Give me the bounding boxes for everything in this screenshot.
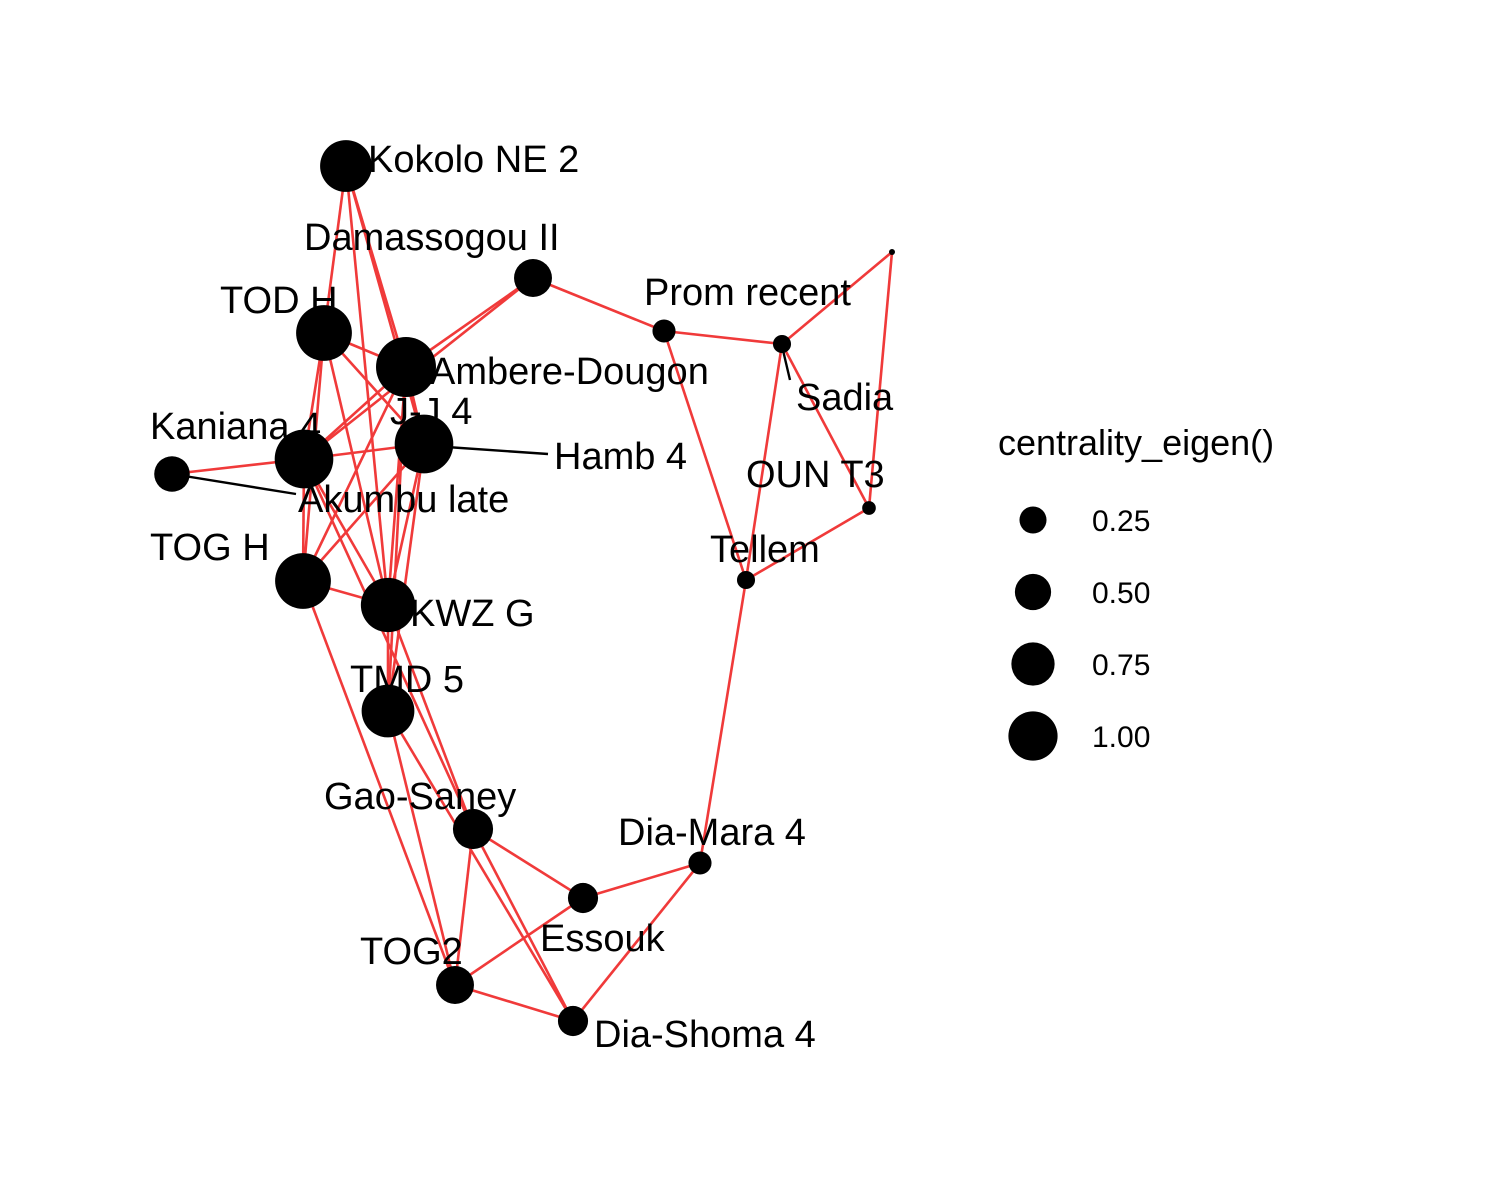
edge-tog2-diashoma [454, 983, 574, 1023]
legend-label-3: 1.00 [1092, 721, 1150, 754]
node-label-kwzg: KWZ G [410, 593, 535, 635]
node-jj4 [394, 414, 454, 474]
node-label-ount3: OUN T3 [746, 454, 885, 496]
node-label-todh: TOD H [220, 280, 338, 322]
legend-key-0 [1019, 506, 1047, 534]
legend-label-0: 0.25 [1092, 505, 1150, 538]
node-label-ambere: Ambere-Dougon [430, 351, 709, 393]
node-sadia [772, 334, 792, 354]
node-label-kokolo: Kokolo NE 2 [368, 139, 579, 181]
node-diashoma [557, 1005, 589, 1037]
edge-togh-tog2 [301, 580, 457, 986]
edge-tellem-promrecent [662, 330, 748, 581]
leader-line-akumbu [171, 472, 297, 496]
legend-key-3 [1008, 711, 1058, 761]
legend-title: centrality_eigen() [998, 422, 1274, 463]
node-layer [154, 140, 895, 1037]
edge-gaosaney-essouk [472, 827, 584, 900]
node-kaniana [274, 429, 334, 489]
node-label-tellem: Tellem [710, 529, 820, 571]
edge-tellem-ount3 [745, 506, 870, 582]
node-label-diashoma: Dia-Shoma 4 [594, 1014, 816, 1056]
edge-kwzg-gaosaney [386, 604, 475, 830]
node-label-tmd5: TMD 5 [350, 659, 464, 701]
edge-sadia-ount3 [780, 343, 871, 509]
edge-kokolo-kwzg [344, 165, 390, 606]
node-damassogou [514, 259, 552, 297]
edge-gaosaney-diashoma [471, 828, 575, 1022]
node-label-sadia: Sadia [796, 377, 894, 419]
legend: centrality_eigen() 0.25 0.50 0.75 1.00 [998, 422, 1274, 761]
edge-kokolo-jj4 [344, 165, 426, 445]
node-label-diamara: Dia-Mara 4 [618, 812, 806, 854]
edge-jj4-togh [302, 443, 425, 582]
edge-tellem-sadia [744, 343, 784, 581]
legend-label-2: 0.75 [1092, 649, 1150, 682]
node-gaosaney [452, 808, 494, 850]
edge-jj4-tmd5 [386, 443, 426, 712]
edge-ambere-togh [301, 366, 408, 582]
node-tog2 [436, 966, 474, 1004]
node-label-akumbu: Akumbu late [298, 479, 509, 521]
edge-damassogou-promrecent [532, 276, 665, 333]
node-label-essouk: Essouk [540, 918, 666, 960]
node-todh [296, 305, 352, 361]
edge-tog2-essouk [454, 896, 584, 987]
node-ount3 [862, 501, 876, 515]
node-label-togh: TOG H [150, 527, 270, 569]
edge-diamara-tellem [698, 579, 748, 864]
node-kokolo [320, 140, 372, 192]
node-label-jj4: J-J 4 [390, 391, 472, 433]
edge-ount3-unnamed [867, 251, 894, 509]
edge-tmd5-diashoma [386, 710, 575, 1022]
edge-promrecent-sadia [663, 329, 783, 346]
legend-key-2 [1011, 642, 1055, 686]
node-label-kaniana: Kaniana 4 [150, 406, 321, 448]
node-promrecent [652, 319, 676, 343]
node-diamara [688, 851, 712, 875]
node-tmd5 [361, 684, 415, 738]
legend-label-1: 0.50 [1092, 577, 1150, 610]
node-unnamed [889, 249, 895, 255]
edge-sadia-unnamed [781, 251, 893, 345]
node-ambere [376, 337, 436, 397]
node-label-hamb4: Hamb 4 [554, 436, 687, 478]
edge-essouk-diamara [582, 861, 701, 900]
node-label-gaosaney: Gao-Saney [324, 776, 516, 818]
node-essouk [567, 882, 599, 914]
edge-tmd5-tog2 [386, 710, 457, 986]
edge-diashoma-diamara [571, 862, 702, 1022]
node-kwzg [360, 577, 416, 633]
node-label-promrecent: Prom recent [644, 272, 851, 314]
edge-gaosaney-tog2 [453, 828, 475, 986]
legend-key-1 [1014, 573, 1052, 611]
node-togh [275, 553, 331, 609]
node-tellem [736, 570, 756, 590]
node-akumbu [154, 456, 190, 492]
node-label-damassogou: Damassogou II [304, 217, 560, 259]
label-layer: Kokolo NE 2 Damassogou II TOD H Ambere-Doug… [150, 139, 894, 1056]
node-label-tog2: TOG2 [360, 931, 463, 973]
edge-kokolo-todh [322, 165, 348, 334]
